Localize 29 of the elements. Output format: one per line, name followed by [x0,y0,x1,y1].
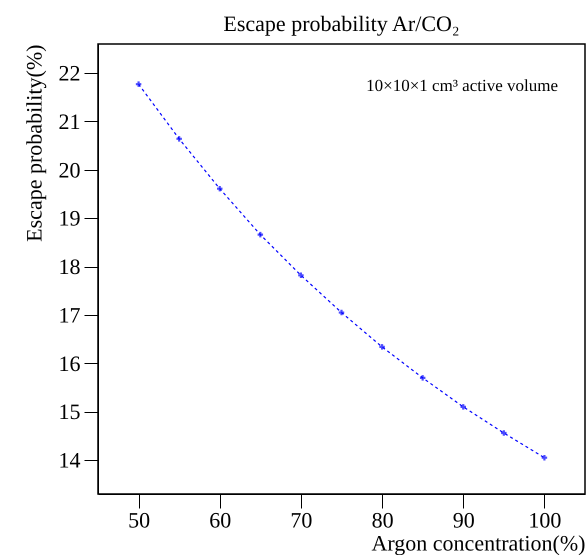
x-tick-label: 90 [452,508,475,532]
x-tick-label: 80 [372,508,394,532]
y-tick-label: 17 [58,302,80,328]
x-tick-label: 100 [528,508,562,532]
point [460,404,466,410]
y-tick-label: 22 [58,60,80,86]
y-axis-title: Escape probability(%) [22,44,46,242]
point [501,430,507,436]
x-tick-label: 50 [128,508,150,532]
y-tick-label: 15 [58,399,80,424]
point [176,136,182,142]
point [258,232,264,238]
point [217,186,222,192]
x-axis-title: Argon concentration(%) [371,530,586,555]
point [136,81,142,87]
x-tick-label: 60 [209,508,232,532]
chart-title: Escape probability Ar/CO₂ [223,11,460,36]
annotation: 10×10×1 cm³ active volume [366,76,558,95]
y-tick-label: 18 [58,254,80,280]
y-tick-label: 19 [58,206,80,231]
point [542,454,548,460]
y-tick-label: 20 [58,157,80,182]
y-tick-label: 21 [58,108,80,134]
point [379,344,385,350]
y-tick-label: 16 [58,350,80,376]
y-tick-label: 14 [58,448,80,473]
point [420,375,426,381]
x-tick-label: 70 [290,508,312,532]
point [298,272,304,278]
